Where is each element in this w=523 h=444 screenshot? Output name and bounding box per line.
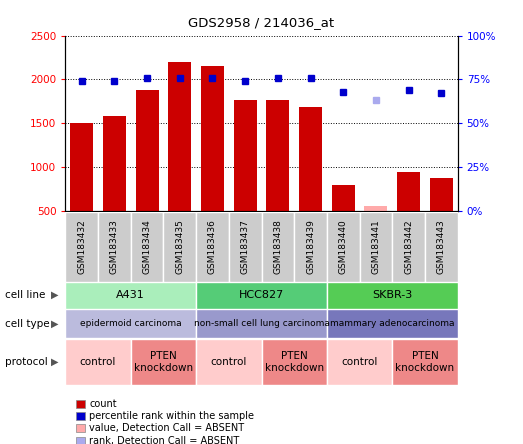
Text: cell line: cell line	[5, 290, 46, 300]
Bar	[234, 99, 257, 211]
Bar	[294, 212, 327, 282]
Bar	[98, 212, 131, 282]
Bar	[135, 90, 158, 211]
Text: A431: A431	[117, 290, 145, 300]
Bar	[163, 212, 196, 282]
Text: GSM183439: GSM183439	[306, 219, 315, 274]
Bar	[327, 212, 360, 282]
Text: GSM183443: GSM183443	[437, 219, 446, 274]
Text: GSM183433: GSM183433	[110, 219, 119, 274]
Text: GSM183441: GSM183441	[371, 219, 380, 274]
Bar	[332, 185, 355, 211]
Text: mammary adenocarcinoma: mammary adenocarcinoma	[330, 319, 454, 329]
Bar	[65, 309, 196, 338]
Bar	[196, 339, 262, 385]
Text: control: control	[342, 357, 378, 367]
Bar	[262, 339, 327, 385]
Bar	[196, 282, 327, 309]
Text: cell type: cell type	[5, 319, 50, 329]
Text: rank, Detection Call = ABSENT: rank, Detection Call = ABSENT	[89, 436, 240, 444]
Bar	[131, 339, 196, 385]
Text: non-small cell lung carcinoma: non-small cell lung carcinoma	[194, 319, 329, 329]
Bar	[196, 309, 327, 338]
Bar	[327, 339, 392, 385]
Text: ▶: ▶	[51, 290, 59, 300]
Bar	[327, 309, 458, 338]
Text: PTEN
knockdown: PTEN knockdown	[395, 351, 454, 373]
Bar	[392, 212, 425, 282]
Bar	[70, 123, 93, 211]
Bar	[392, 339, 458, 385]
Text: count: count	[89, 399, 117, 408]
Bar	[327, 282, 458, 309]
Text: GDS2958 / 214036_at: GDS2958 / 214036_at	[188, 16, 335, 28]
Bar	[131, 212, 163, 282]
Bar	[365, 206, 388, 211]
Text: ▶: ▶	[51, 319, 59, 329]
Text: GSM183438: GSM183438	[274, 219, 282, 274]
Text: GSM183436: GSM183436	[208, 219, 217, 274]
Bar	[360, 212, 392, 282]
Bar	[266, 99, 289, 211]
Text: protocol: protocol	[5, 357, 48, 367]
Bar	[65, 212, 98, 282]
Text: GSM183435: GSM183435	[175, 219, 184, 274]
Bar	[397, 172, 420, 211]
Text: epidermoid carcinoma: epidermoid carcinoma	[80, 319, 181, 329]
Bar	[229, 212, 262, 282]
Text: GSM183442: GSM183442	[404, 219, 413, 274]
Text: value, Detection Call = ABSENT: value, Detection Call = ABSENT	[89, 424, 245, 433]
Text: GSM183434: GSM183434	[143, 219, 152, 274]
Bar	[196, 212, 229, 282]
Text: GSM183440: GSM183440	[339, 219, 348, 274]
Text: PTEN
knockdown: PTEN knockdown	[134, 351, 193, 373]
Bar	[65, 282, 196, 309]
Bar	[425, 212, 458, 282]
Text: SKBR-3: SKBR-3	[372, 290, 412, 300]
Text: GSM183432: GSM183432	[77, 219, 86, 274]
Bar	[262, 212, 294, 282]
Bar	[201, 66, 224, 211]
Text: HCC827: HCC827	[239, 290, 284, 300]
Bar	[430, 178, 453, 211]
Bar	[65, 339, 131, 385]
Text: control: control	[211, 357, 247, 367]
Text: GSM183437: GSM183437	[241, 219, 249, 274]
Text: control: control	[80, 357, 116, 367]
Text: PTEN
knockdown: PTEN knockdown	[265, 351, 324, 373]
Bar	[168, 62, 191, 211]
Text: percentile rank within the sample: percentile rank within the sample	[89, 411, 254, 421]
Text: ▶: ▶	[51, 357, 59, 367]
Bar	[103, 116, 126, 211]
Bar	[299, 107, 322, 211]
